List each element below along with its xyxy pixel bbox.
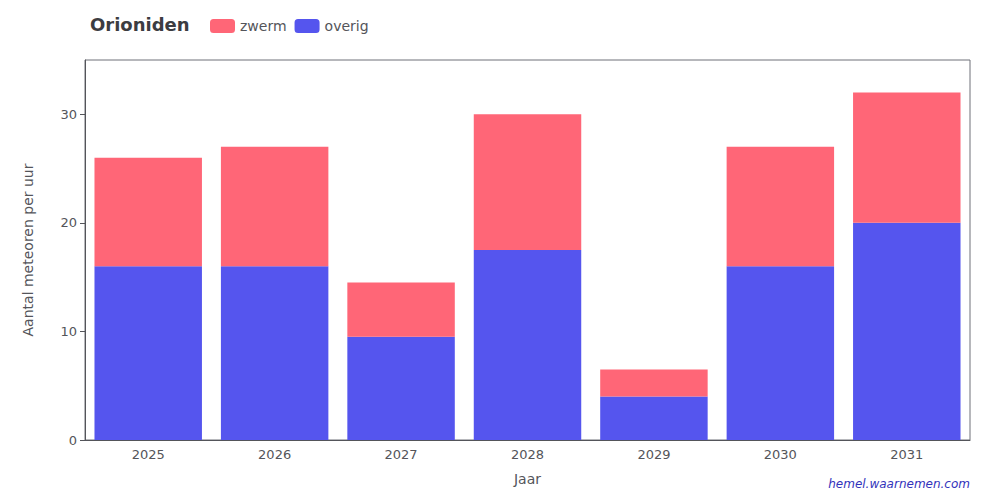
svg-text:2029: 2029 xyxy=(637,447,670,462)
svg-text:10: 10 xyxy=(60,324,77,339)
svg-text:0: 0 xyxy=(69,433,77,448)
svg-text:2028: 2028 xyxy=(511,447,544,462)
svg-text:2026: 2026 xyxy=(258,447,291,462)
svg-text:Orioniden: Orioniden xyxy=(90,14,190,35)
svg-text:2031: 2031 xyxy=(890,447,923,462)
svg-text:2027: 2027 xyxy=(385,447,418,462)
svg-text:Jaar: Jaar xyxy=(513,471,541,487)
svg-text:2025: 2025 xyxy=(132,447,165,462)
svg-text:20: 20 xyxy=(60,215,77,230)
svg-text:zwerm: zwerm xyxy=(240,18,287,34)
svg-text:Aantal meteoren per uur: Aantal meteoren per uur xyxy=(20,163,36,336)
svg-text:overig: overig xyxy=(325,18,369,34)
svg-text:2030: 2030 xyxy=(764,447,797,462)
svg-text:30: 30 xyxy=(60,107,77,122)
svg-text:hemel.waarnemen.com: hemel.waarnemen.com xyxy=(828,477,970,491)
